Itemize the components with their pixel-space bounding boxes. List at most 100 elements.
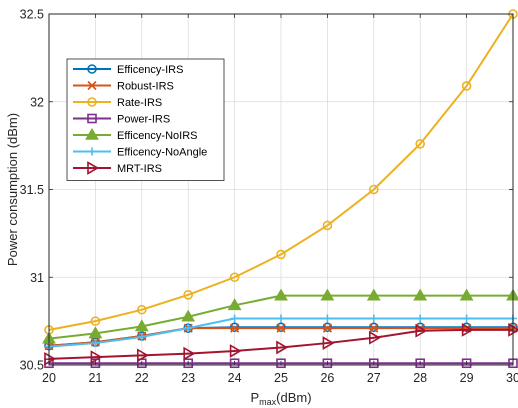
- data-point: [320, 288, 335, 301]
- x-tick-label: 29: [460, 371, 474, 385]
- x-tick-label: 23: [181, 371, 195, 385]
- data-point: [415, 323, 428, 338]
- data-point: [183, 346, 196, 361]
- y-tick-label: 32.5: [20, 8, 44, 22]
- legend-entry: Efficency-IRS: [73, 64, 183, 76]
- data-point: [91, 339, 100, 348]
- y-tick-label: 32: [30, 95, 44, 109]
- data-point: [276, 358, 286, 369]
- data-point: [181, 309, 196, 322]
- data-point: [229, 272, 240, 283]
- x-tick-label: 27: [367, 371, 381, 385]
- legend-entry: Power-IRS: [73, 114, 170, 126]
- x-tick-label: 25: [274, 371, 288, 385]
- data-point: [183, 289, 193, 300]
- data-point: [415, 358, 426, 369]
- series-line: [48, 328, 513, 360]
- series-efficency-noirs: [42, 288, 518, 344]
- data-point: [183, 358, 193, 369]
- data-point: [88, 147, 96, 156]
- data-point: [90, 316, 101, 326]
- data-point: [413, 288, 428, 301]
- legend-label: Robust-IRS: [117, 81, 174, 93]
- data-point: [230, 314, 239, 323]
- data-point: [276, 340, 289, 355]
- data-point: [415, 139, 426, 149]
- data-point: [369, 314, 378, 323]
- y-tick-label: 31: [30, 271, 44, 285]
- x-tick-label: 24: [228, 371, 242, 385]
- data-point: [274, 288, 288, 301]
- data-point: [134, 319, 149, 332]
- data-point: [87, 113, 97, 124]
- data-point: [276, 249, 286, 260]
- x-axis-label-sub: max: [259, 397, 277, 407]
- legend-entry: Efficency-NoAngle: [73, 147, 207, 159]
- y-tick-label: 31.5: [20, 183, 44, 197]
- x-tick-label: 21: [88, 371, 102, 385]
- x-axis-label-main: P: [250, 390, 259, 405]
- data-point: [322, 220, 333, 231]
- series-layer: [42, 9, 518, 369]
- data-point: [416, 314, 425, 323]
- data-point: [227, 298, 242, 311]
- data-point: [85, 127, 99, 140]
- y-axis-label: Power consumption (dBm): [5, 113, 20, 266]
- x-axis-label: Pmax(dBm): [250, 390, 311, 407]
- data-point: [459, 288, 474, 301]
- data-point: [461, 81, 472, 91]
- data-point: [184, 324, 193, 333]
- data-point: [137, 348, 149, 363]
- data-point: [322, 358, 333, 369]
- data-point: [88, 326, 103, 339]
- data-point: [508, 323, 518, 337]
- data-point: [366, 288, 381, 301]
- legend-label: Efficency-IRS: [117, 64, 183, 76]
- x-tick-label: 22: [135, 371, 149, 385]
- data-point: [87, 97, 97, 107]
- legend-label: Rate-IRS: [117, 97, 162, 109]
- x-axis-label-unit: (dBm): [276, 390, 311, 405]
- x-tick-label: 20: [42, 371, 56, 385]
- x-tick-label: 26: [320, 371, 334, 385]
- data-point: [461, 358, 472, 369]
- data-point: [462, 314, 471, 323]
- data-point: [137, 304, 147, 315]
- data-point: [230, 323, 240, 333]
- x-tick-label: 28: [413, 371, 427, 385]
- data-point: [87, 64, 97, 74]
- series-mrt-irs: [44, 323, 518, 366]
- data-point: [44, 351, 57, 366]
- data-point: [137, 332, 146, 341]
- data-point: [229, 344, 242, 358]
- legend-label: Efficency-NoIRS: [117, 130, 198, 142]
- legend-entry: Efficency-NoIRS: [73, 127, 198, 142]
- data-point: [322, 336, 335, 350]
- data-point: [369, 330, 381, 345]
- legend-label: Efficency-NoAngle: [117, 147, 207, 159]
- legend: Efficency-IRS Robust-IRS Rate-IRS Power-IRS…: [66, 58, 225, 181]
- data-point: [369, 323, 379, 333]
- data-point: [323, 314, 332, 323]
- legend-entry: MRT-IRS: [73, 161, 162, 175]
- y-tick-label: 30.5: [20, 359, 44, 373]
- data-point: [277, 314, 285, 323]
- tick-layer: 20 21 22 23 24 25 26 27 28 29 30 30.5 31 31.5 32 32.5: [20, 8, 518, 386]
- legend-box: [66, 58, 225, 181]
- x-tick-label: 30: [506, 371, 518, 385]
- series-line: [48, 13, 514, 331]
- legend-entry: Robust-IRS: [73, 81, 174, 93]
- data-point: [461, 323, 474, 337]
- legend-entry: Rate-IRS: [73, 97, 162, 109]
- legend-label: Power-IRS: [117, 114, 170, 126]
- data-point: [87, 80, 97, 91]
- data-point: [90, 350, 103, 364]
- data-point: [368, 358, 379, 369]
- data-point: [276, 323, 286, 333]
- data-point: [87, 161, 100, 175]
- legend-label: MRT-IRS: [117, 163, 162, 175]
- data-point: [368, 184, 379, 195]
- data-point: [322, 323, 332, 333]
- data-point: [229, 358, 240, 369]
